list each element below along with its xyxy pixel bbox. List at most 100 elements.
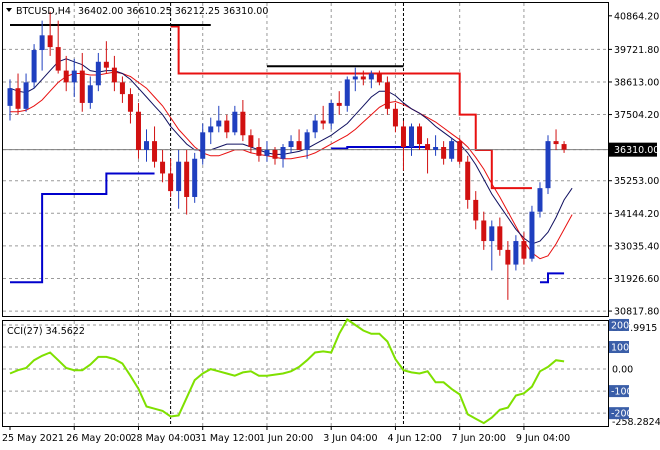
candle-body <box>392 108 398 127</box>
candle <box>127 88 133 124</box>
candle <box>553 129 559 150</box>
candle-body <box>216 120 222 127</box>
candle <box>368 70 374 89</box>
candle <box>135 102 141 159</box>
candle <box>256 138 262 162</box>
time-tick-label: 7 Jun 20:00 <box>452 433 506 444</box>
candle <box>79 52 85 112</box>
candle-body <box>312 120 318 133</box>
candle-body <box>184 161 190 197</box>
candle-body <box>232 111 238 133</box>
candle <box>232 105 238 136</box>
candle-body <box>473 199 479 221</box>
price-tick-label: 31926.60 <box>614 274 659 285</box>
candle <box>336 91 342 115</box>
candle-body <box>553 141 559 145</box>
price-tick-label: 33035.40 <box>614 241 659 252</box>
candle <box>441 141 447 165</box>
candle <box>449 138 455 162</box>
candle-body <box>288 141 294 148</box>
ohlc-label: 36402.00 36610.25 36212.25 36310.00 <box>78 6 268 17</box>
candle-body <box>352 76 358 80</box>
candle <box>497 217 503 256</box>
price-tick-label: 37504.20 <box>614 110 659 121</box>
cci-level-label: -200 <box>611 409 633 420</box>
candle <box>264 141 270 162</box>
candle <box>248 129 254 153</box>
candles <box>7 11 567 300</box>
candle-body <box>481 220 487 242</box>
candle <box>160 149 166 183</box>
candle <box>473 191 479 230</box>
cci-level-box <box>609 318 629 331</box>
candle <box>433 135 439 156</box>
candle <box>296 129 302 150</box>
price-tick-label: 34144.20 <box>614 209 659 220</box>
candle-body <box>39 35 45 51</box>
cci-level-label: 200 <box>611 320 629 331</box>
candle <box>328 99 334 130</box>
candle-body <box>79 70 85 103</box>
candle-body <box>208 126 214 133</box>
candle-body <box>160 161 166 174</box>
candle-body <box>264 149 270 156</box>
candle <box>55 20 61 74</box>
candle <box>465 155 471 209</box>
candle <box>513 235 519 271</box>
candle <box>360 70 366 86</box>
candle-body <box>328 102 334 124</box>
candle <box>63 55 69 92</box>
candle <box>144 129 150 162</box>
candle <box>409 123 414 156</box>
candle <box>489 220 495 271</box>
candle-body <box>521 241 527 259</box>
candle <box>481 211 487 250</box>
candle-body <box>417 126 423 145</box>
candle <box>312 114 318 139</box>
candle-body <box>119 82 125 95</box>
candle <box>288 135 294 153</box>
stop-line-red <box>170 25 532 190</box>
candle-body <box>505 249 511 265</box>
candle-body <box>103 61 109 68</box>
candle-body <box>55 47 61 71</box>
candle <box>168 158 174 197</box>
time-tick-label: 1 Jun 20:00 <box>259 433 313 444</box>
candle <box>320 105 326 130</box>
candle <box>400 120 406 171</box>
symbol-label: BTCUSD,H4 <box>16 6 71 17</box>
triangle-down-icon[interactable] <box>6 8 12 12</box>
candle <box>184 149 190 215</box>
time-tick-label: 9 Jun 04:00 <box>516 433 570 444</box>
candle-body <box>489 226 495 242</box>
candle-body <box>545 141 551 189</box>
cci-level-label: 0.00 <box>612 365 633 376</box>
candle <box>352 67 358 92</box>
candle <box>417 123 423 150</box>
candle <box>176 149 182 209</box>
candle-body <box>465 161 471 200</box>
candle-body <box>47 35 53 48</box>
cci-line <box>9 318 565 425</box>
level-lines <box>10 24 404 68</box>
candle-body <box>176 161 182 192</box>
candle-body <box>441 147 447 159</box>
candle-body <box>336 102 342 106</box>
candle <box>561 141 567 153</box>
candle-body <box>384 82 390 109</box>
candle-body <box>240 111 246 136</box>
candle-body <box>368 73 374 80</box>
candle <box>224 114 230 139</box>
cci-pane-frame <box>2 320 609 427</box>
candle-body <box>497 226 503 250</box>
candle-body <box>256 147 262 156</box>
time-tick-label: 25 May 2021 <box>2 433 64 444</box>
candle <box>71 58 77 98</box>
candle <box>304 129 310 159</box>
candle-body <box>513 241 519 265</box>
candle <box>272 147 278 165</box>
candle-body <box>272 149 278 159</box>
cci-line-group <box>9 318 565 425</box>
candle-body <box>127 94 133 112</box>
